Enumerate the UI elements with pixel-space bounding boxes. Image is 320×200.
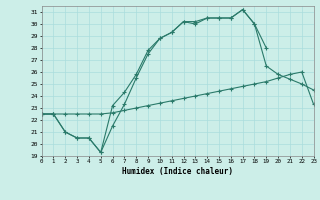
- X-axis label: Humidex (Indice chaleur): Humidex (Indice chaleur): [122, 167, 233, 176]
